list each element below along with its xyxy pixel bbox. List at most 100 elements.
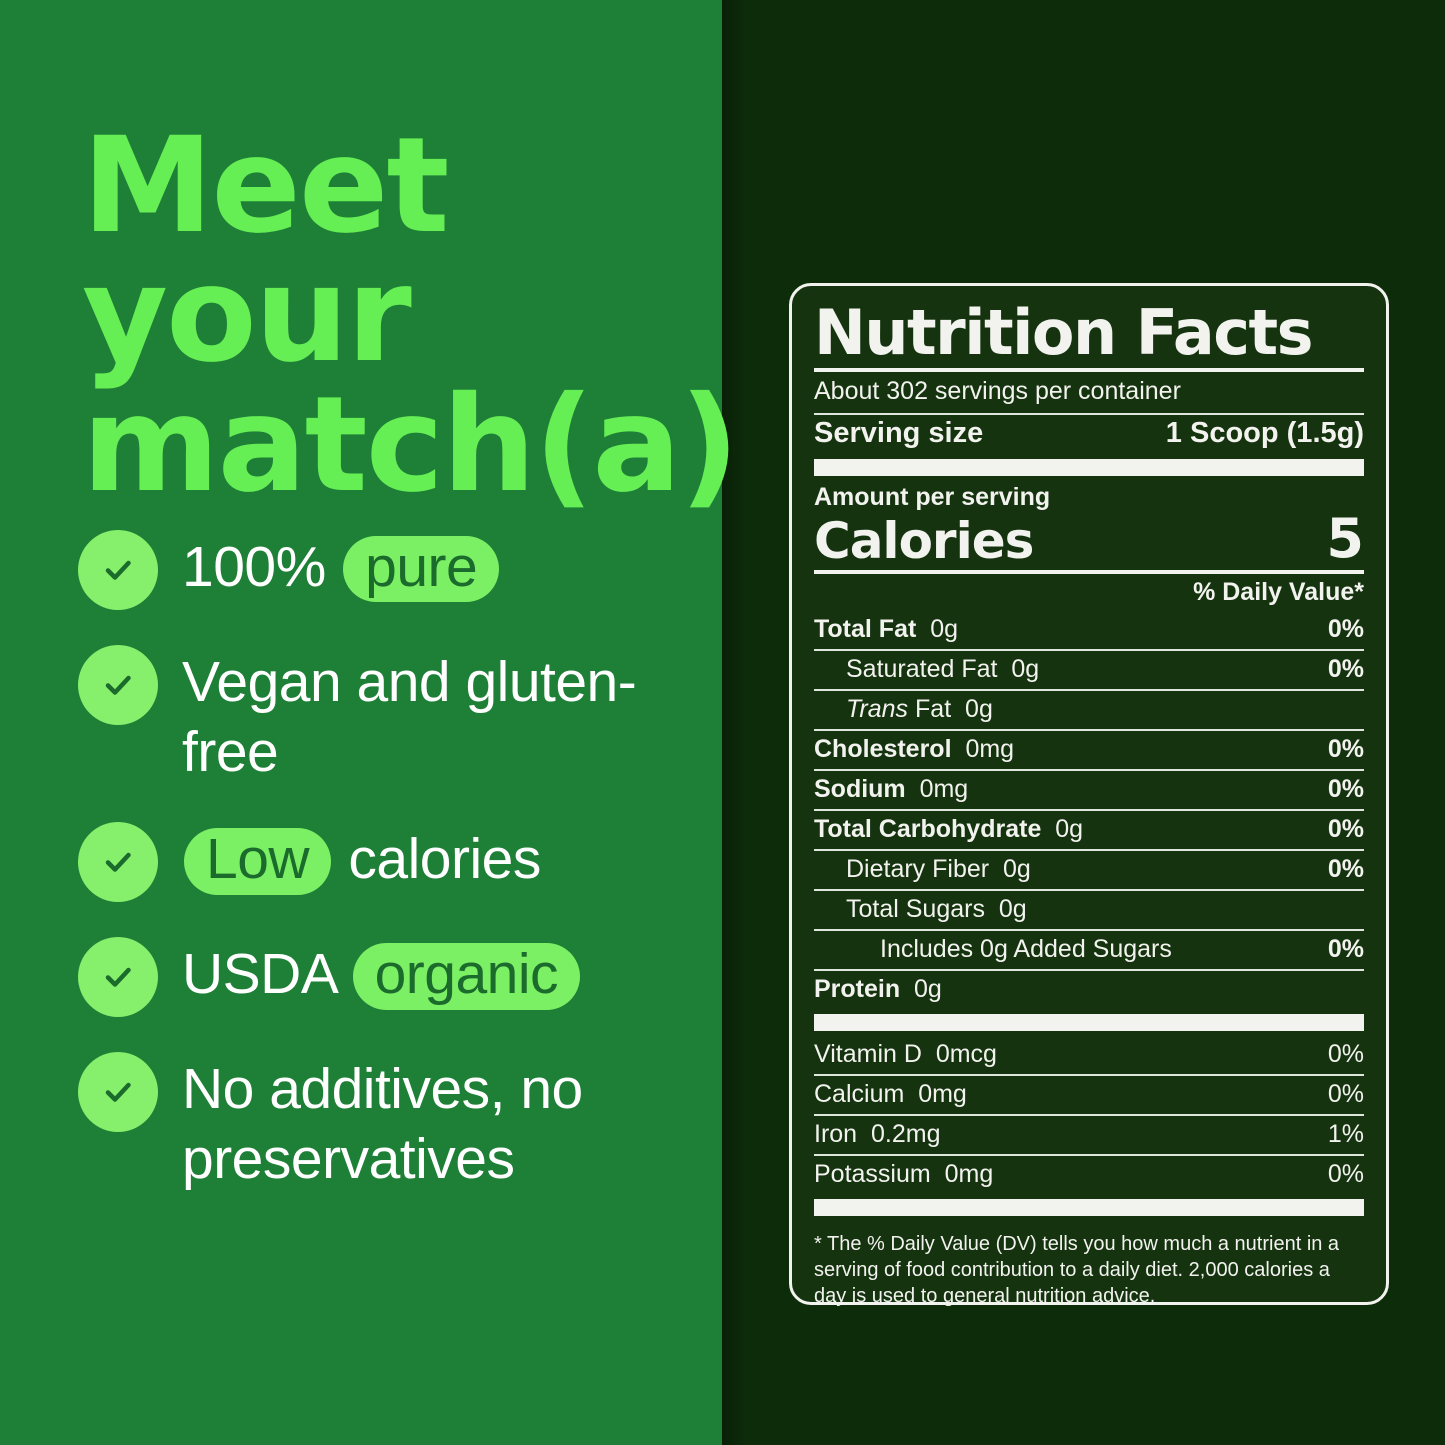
nutrient-name: Total Sugars xyxy=(846,894,985,923)
calories-label: Calories xyxy=(814,511,1034,570)
nutrient-amount: 0g xyxy=(1055,814,1084,843)
micronutrient-row-rule xyxy=(814,1153,1364,1156)
nutrient-label: Trans Fat 0g xyxy=(846,695,993,724)
nutrient-row: Includes 0g Added Sugars 0% xyxy=(814,931,1364,969)
nutrient-row: Sodium 0mg 0% xyxy=(814,771,1364,809)
daily-value-footnote: * The % Daily Value (DV) tells you how m… xyxy=(814,1232,1340,1307)
micronutrient-daily-value: 0% xyxy=(1327,1079,1364,1108)
nutrient-amount: 0g xyxy=(930,614,959,643)
micronutrient-label: Potassium 0mg xyxy=(814,1160,993,1189)
benefit-text-segment: Vegan and gluten-free xyxy=(182,650,637,785)
nutrition-facts-title: Nutrition Facts xyxy=(814,296,1314,369)
nutrient-name: Includes 0g Added Sugars xyxy=(880,934,1172,963)
micronutrient-amount: 0mcg xyxy=(935,1039,997,1068)
nutrient-amount: 0g xyxy=(1011,654,1040,683)
nutrient-daily-value: 0% xyxy=(1327,934,1364,963)
nutrient-label: Dietary Fiber 0g xyxy=(846,855,1031,884)
micronutrient-name: Calcium xyxy=(814,1079,905,1108)
servings-rule xyxy=(814,412,1364,415)
nutrient-label: Total Fat 0g xyxy=(814,615,958,644)
nutrient-label: Includes 0g Added Sugars xyxy=(880,935,1172,964)
serving-size-row: Serving size 1 Scoop (1.5g) xyxy=(814,415,1364,454)
nutrient-label: Cholesterol 0mg xyxy=(814,735,1014,764)
check-icon xyxy=(78,645,158,725)
nutrient-amount: 0mg xyxy=(919,774,969,803)
daily-value-header: % Daily Value* xyxy=(1193,577,1364,606)
nutrient-row-rule xyxy=(814,808,1364,811)
nutrient-daily-value: 0% xyxy=(1327,774,1364,803)
benefit-text-segment: No additives, no preservatives xyxy=(182,1057,583,1192)
nutrient-row: Trans Fat 0g xyxy=(814,691,1364,729)
nutrient-label: Protein 0g xyxy=(814,975,942,1004)
nutrient-daily-value: 0% xyxy=(1327,654,1364,683)
calories-row: Calories 5 xyxy=(814,506,1364,570)
nutrient-name: Protein xyxy=(814,974,901,1003)
benefit-label: Low calories xyxy=(182,820,541,895)
micronutrient-row: Vitamin D 0mcg 0% xyxy=(814,1036,1364,1074)
nutrient-daily-value: 0% xyxy=(1327,814,1364,843)
nutrient-row-rule xyxy=(814,768,1364,771)
nutrient-name: Saturated Fat xyxy=(846,654,998,683)
nutrient-row: Total Fat 0g 0% xyxy=(814,611,1364,649)
benefit-item: Low calories xyxy=(78,820,718,903)
nutrient-name: Total Carbohydrate xyxy=(814,814,1042,843)
benefit-highlight-pill: organic xyxy=(352,943,581,1010)
nutrient-name: Cholesterol xyxy=(814,734,952,763)
nutrient-name: Total Fat xyxy=(814,614,917,643)
micronutrient-label: Calcium 0mg xyxy=(814,1080,967,1109)
nutrient-row-rule xyxy=(814,848,1364,851)
benefit-label: Vegan and gluten-free xyxy=(182,643,718,787)
benefits-list: 100% pure Vegan and gluten-free Low calori… xyxy=(78,528,718,1227)
benefit-item: USDA organic xyxy=(78,935,718,1018)
benefit-text-segment: calories xyxy=(333,827,541,892)
check-icon xyxy=(78,1052,158,1133)
nutrient-rows: Total Fat 0g 0% Saturated Fat 0g 0% Trans Fa… xyxy=(814,611,1364,1009)
calories-rule xyxy=(814,569,1364,574)
panel-divider-shadow xyxy=(722,0,748,1445)
nutrient-name: Fat xyxy=(915,694,952,723)
benefit-item: Vegan and gluten-free xyxy=(78,643,718,787)
micronutrient-amount: 0.2mg xyxy=(871,1119,941,1148)
nutrient-amount: 0g xyxy=(1003,854,1031,883)
micronutrient-row: Calcium 0mg 0% xyxy=(814,1076,1364,1114)
benefit-highlight-pill: Low xyxy=(184,828,332,895)
check-icon xyxy=(78,822,158,903)
benefit-text-segment: 100% xyxy=(182,535,342,599)
nutrient-name: Dietary Fiber xyxy=(846,854,990,883)
benefit-label: 100% pure xyxy=(182,528,501,603)
nutrient-amount: 0g xyxy=(914,974,942,1003)
nutrient-row: Dietary Fiber 0g 0% xyxy=(814,851,1364,889)
nutrient-row: Total Carbohydrate 0g 0% xyxy=(814,811,1364,849)
nutrient-amount: 0g xyxy=(965,694,993,723)
nutrient-label: Total Carbohydrate 0g xyxy=(814,815,1083,844)
nutrient-amount: 0mg xyxy=(965,734,1015,763)
check-icon xyxy=(78,530,158,610)
nutrient-row-rule xyxy=(814,688,1364,691)
nutrient-row: Saturated Fat 0g 0% xyxy=(814,651,1364,689)
nutrient-row-rule xyxy=(814,888,1364,891)
nutrient-daily-value: 0% xyxy=(1327,614,1364,643)
separator-bar-bottom xyxy=(814,1013,1364,1031)
calories-value: 5 xyxy=(1326,506,1364,570)
micronutrient-daily-value: 1% xyxy=(1327,1119,1364,1148)
micronutrient-amount: 0mg xyxy=(944,1159,994,1188)
micronutrient-row: Iron 0.2mg 1% xyxy=(814,1116,1364,1154)
nutrient-name: Sodium xyxy=(814,774,906,803)
serving-size-label: Serving size xyxy=(814,416,984,449)
benefit-label: No additives, no preservatives xyxy=(182,1050,718,1194)
micronutrient-amount: 0mg xyxy=(918,1079,967,1108)
amount-per-serving-label: Amount per serving xyxy=(814,482,1051,511)
separator-bar-top xyxy=(814,458,1364,476)
micronutrient-name: Potassium xyxy=(814,1159,931,1188)
left-content-panel: Meet your match(a) 100% pure Vegan and gl… xyxy=(0,0,740,1445)
benefit-text-segment: USDA xyxy=(182,942,351,1007)
page-headline: Meet your match(a) xyxy=(82,109,740,522)
nutrient-label: Sodium 0mg xyxy=(814,775,968,804)
check-icon xyxy=(78,937,158,1018)
nutrient-row: Total Sugars 0g xyxy=(814,891,1364,929)
nutrient-row-rule xyxy=(814,928,1364,931)
nutrient-label: Total Sugars 0g xyxy=(846,895,1027,924)
separator-bar-footnote xyxy=(814,1198,1364,1216)
nutrient-label-italic-prefix: Trans xyxy=(846,694,909,723)
